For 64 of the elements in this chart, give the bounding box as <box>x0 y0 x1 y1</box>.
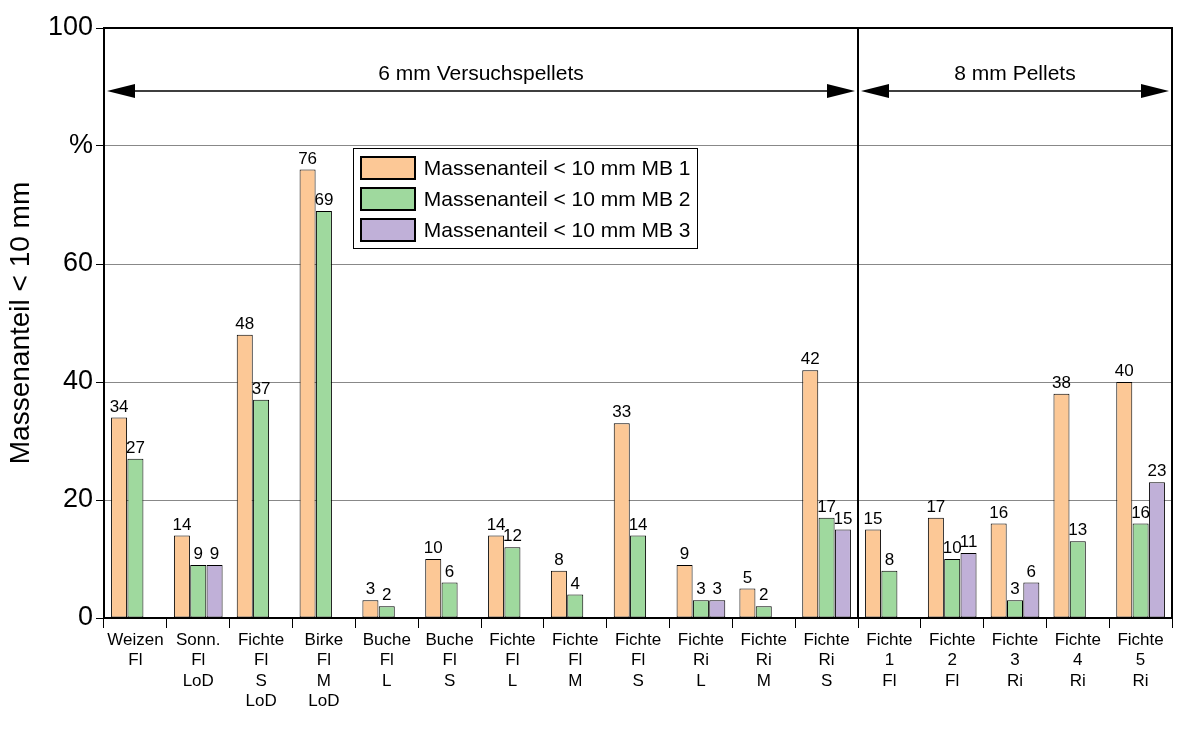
x-tick-label: Weizen Fl <box>107 629 164 670</box>
x-tick-label: Fichte Fl S LoD <box>237 629 285 711</box>
data-label: 6 <box>1026 561 1037 581</box>
data-label: 9 <box>209 544 220 564</box>
y-tick-label: 100 <box>47 11 93 42</box>
x-tick-label: Fichte Fl M <box>552 629 599 690</box>
data-label: 3 <box>1010 579 1020 599</box>
data-label: 5 <box>742 567 753 587</box>
y-tick-label: 40 <box>62 365 93 396</box>
data-label: 76 <box>298 148 318 168</box>
x-tick-label: Fichte Fl S <box>614 629 662 690</box>
data-label: 48 <box>235 313 255 333</box>
x-tick-label: Fichte Ri M <box>740 629 787 690</box>
data-label: 27 <box>125 437 145 457</box>
data-label: 8 <box>554 549 564 569</box>
x-tick-label: Fichte Ri L <box>677 629 725 690</box>
x-tick-label: Fichte 5 Ri <box>1117 629 1164 690</box>
data-label: 8 <box>884 549 895 569</box>
data-label: 15 <box>833 508 853 528</box>
data-label: 16 <box>989 502 1009 522</box>
data-label: 16 <box>1131 502 1151 522</box>
data-label: 3 <box>365 579 376 599</box>
data-label: 3 <box>712 579 722 599</box>
data-label: 69 <box>314 190 334 210</box>
data-label: 23 <box>1147 461 1167 481</box>
x-tick-label: Fichte Fl L <box>489 629 536 690</box>
x-tick-label: Fichte 3 Ri <box>991 629 1039 690</box>
y-tick-label: 0 <box>77 601 93 632</box>
data-label: 6 <box>444 561 455 581</box>
x-tick-label: Birke Fl M LoD <box>304 629 344 711</box>
data-label: 3 <box>696 579 706 599</box>
y-tick-label: 60 <box>62 247 93 278</box>
x-tick-label: Fichte 1 Fl <box>866 629 913 690</box>
data-label: 17 <box>926 496 946 516</box>
data-label: 2 <box>759 585 769 605</box>
data-label: 4 <box>570 573 580 593</box>
data-label: 2 <box>382 585 392 605</box>
data-label: 10 <box>942 538 962 558</box>
legend-label: Massenanteil < 10 mm MB 3 <box>423 217 691 243</box>
legend-label: Massenanteil < 10 mm MB 2 <box>423 186 691 212</box>
x-tick-label: Fichte 2 Fl <box>929 629 976 690</box>
data-label: 40 <box>1114 361 1134 381</box>
y-axis-title: Massenanteil < 10 mm <box>3 181 35 465</box>
data-label: 13 <box>1068 520 1088 540</box>
annotation: 6 mm Versuchspellets <box>378 61 584 85</box>
x-tick-label: Sonn. Fl LoD <box>176 629 221 690</box>
data-label: 42 <box>800 349 820 369</box>
data-label: 9 <box>193 544 203 564</box>
data-label: 34 <box>109 396 129 416</box>
y-tick-label: 20 <box>62 483 93 514</box>
x-tick-label: Fichte Ri S <box>803 629 850 690</box>
data-label: 9 <box>679 544 690 564</box>
x-tick-label: Buche Fl S <box>425 629 474 690</box>
data-label: 15 <box>863 508 883 528</box>
x-tick-label: Buche Fl L <box>362 629 411 690</box>
legend-label: Massenanteil < 10 mm MB 1 <box>423 155 691 181</box>
x-tick-label: Fichte 4 Ri <box>1054 629 1101 690</box>
data-label: 10 <box>423 538 443 558</box>
data-label: 33 <box>612 402 632 422</box>
data-label: 38 <box>1052 372 1071 392</box>
y-tick-label: % <box>68 129 93 160</box>
data-label: 14 <box>628 514 648 534</box>
data-label: 14 <box>172 514 192 534</box>
annotation: 8 mm Pellets <box>954 61 1076 85</box>
